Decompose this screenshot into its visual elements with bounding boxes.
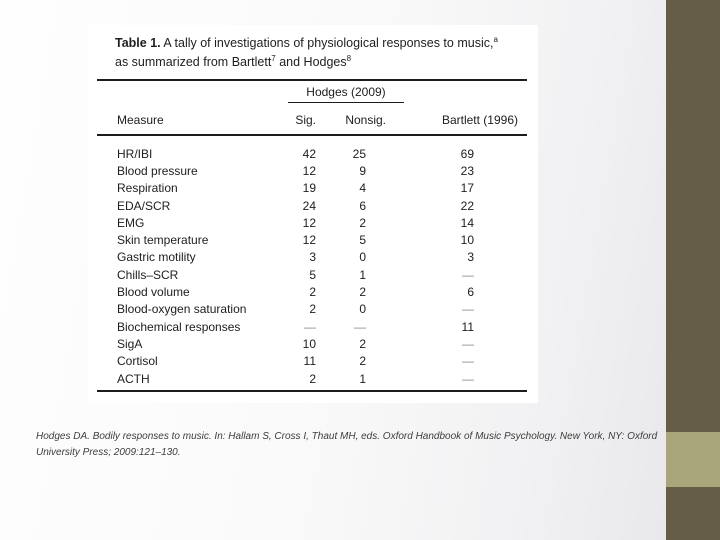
cell-measure: EDA/SCR [117, 198, 171, 213]
cell-nonsig: 5 [359, 233, 366, 248]
cell-nonsig: 2 [359, 336, 366, 351]
cell-sig: — [304, 319, 316, 334]
cell-bartlett: 14 [460, 215, 474, 230]
table-figure: Table 1. A tally of investigations of ph… [88, 25, 538, 403]
table-row: EDA/SCR 24 6 22 [117, 197, 527, 214]
header-bartlett: Bartlett (1996) [441, 113, 518, 127]
cell-measure: Blood pressure [117, 163, 198, 178]
figure-title: Table 1. A tally of investigations of ph… [115, 34, 530, 72]
cell-nonsig: 2 [359, 354, 366, 369]
cell-bartlett: 17 [460, 181, 474, 196]
cell-sig: 42 [302, 146, 316, 161]
cell-sig: 12 [302, 233, 316, 248]
cell-bartlett: — [462, 354, 474, 369]
table-row: Cortisol 11 2 — [117, 353, 527, 370]
header-measure: Measure [117, 113, 164, 127]
accent-square [666, 432, 720, 487]
table-header-row: Measure Sig. Nonsig. Bartlett (1996) [117, 113, 527, 127]
figure-title-line2: as summarized from Bartlett7 and Hodges8 [115, 53, 352, 69]
footnote-marker-a: a [493, 34, 498, 44]
cell-sig: 19 [302, 181, 316, 196]
cell-sig: 11 [303, 354, 316, 369]
cell-measure: Biochemical responses [117, 319, 241, 334]
table-row: EMG 12 2 14 [117, 214, 527, 231]
cell-bartlett: 69 [460, 146, 474, 161]
cell-bartlett: 23 [460, 163, 474, 178]
cell-sig: 2 [309, 302, 316, 317]
cell-measure: Blood-oxygen saturation [117, 302, 247, 317]
table-row: Biochemical responses — — 11 [117, 318, 527, 335]
cell-measure: EMG [117, 215, 145, 230]
cell-measure: Cortisol [117, 354, 158, 369]
cell-sig: 24 [302, 198, 316, 213]
cell-bartlett: 11 [461, 319, 474, 334]
cell-sig: 10 [302, 336, 316, 351]
table-bottom-rule [97, 390, 527, 392]
cell-measure: HR/IBI [117, 146, 153, 161]
citation-text: Hodges DA. Bodily responses to music. In… [36, 431, 658, 458]
cell-sig: 2 [309, 371, 316, 386]
cell-nonsig: 2 [359, 285, 366, 300]
table-row: SigA 10 2 — [117, 335, 527, 352]
cell-bartlett: 10 [460, 233, 474, 248]
table-row: Blood pressure 12 9 23 [117, 162, 527, 179]
cell-sig: 5 [309, 267, 316, 282]
cell-measure: ACTH [117, 371, 150, 386]
figure-title-line1: Table 1. A tally of investigations of ph… [115, 34, 498, 50]
cell-bartlett: — [462, 267, 474, 282]
cell-measure: Gastric motility [117, 250, 196, 265]
reference-marker-8: 8 [346, 53, 352, 63]
table-header-rule [97, 134, 527, 136]
cell-nonsig: 0 [359, 302, 366, 317]
cell-measure: SigA [117, 336, 143, 351]
cell-nonsig: 4 [359, 181, 366, 196]
table-row: Chills–SCR 5 1 — [117, 266, 527, 283]
reference-marker-7: 7 [271, 53, 276, 63]
column-spanner-hodges: Hodges (2009) [288, 85, 404, 103]
cell-sig: 12 [302, 215, 316, 230]
cell-bartlett: 6 [467, 285, 474, 300]
cell-measure: Respiration [117, 181, 178, 196]
cell-nonsig: 6 [359, 198, 366, 213]
cell-nonsig: — [354, 319, 366, 334]
cell-sig: 2 [309, 285, 316, 300]
cell-sig: 3 [309, 250, 316, 265]
table-row: Respiration 19 4 17 [117, 180, 527, 197]
cell-bartlett: — [462, 371, 474, 386]
table-row: Blood-oxygen saturation 2 0 — [117, 301, 527, 318]
cell-nonsig: 25 [352, 146, 366, 161]
cell-measure: Skin temperature [117, 233, 209, 248]
cell-nonsig: 9 [359, 163, 366, 178]
header-nonsig: Nonsig. [345, 113, 386, 127]
table-row: ACTH 2 1 — [117, 370, 527, 387]
cell-sig: 12 [302, 163, 316, 178]
table-row: HR/IBI 42 25 69 [117, 145, 527, 162]
cell-bartlett: — [462, 336, 474, 351]
cell-nonsig: 2 [359, 215, 366, 230]
cell-measure: Blood volume [117, 285, 190, 300]
cell-nonsig: 1 [359, 267, 366, 282]
cell-measure: Chills–SCR [117, 267, 179, 282]
table-body: HR/IBI 42 25 69 Blood pressure 12 9 23 R… [117, 145, 527, 387]
table-row: Skin temperature 12 5 10 [117, 231, 527, 248]
table-number-label: Table 1. [115, 36, 161, 50]
cell-nonsig: 0 [359, 250, 366, 265]
cell-bartlett: 22 [460, 198, 474, 213]
table-top-rule [97, 79, 527, 81]
cell-nonsig: 1 [359, 371, 366, 386]
table-row: Blood volume 2 2 6 [117, 283, 527, 300]
cell-bartlett: 3 [467, 250, 474, 265]
table-row: Gastric motility 3 0 3 [117, 249, 527, 266]
header-sig: Sig. [295, 113, 316, 127]
cell-bartlett: — [462, 302, 474, 317]
accent-band [666, 0, 720, 540]
